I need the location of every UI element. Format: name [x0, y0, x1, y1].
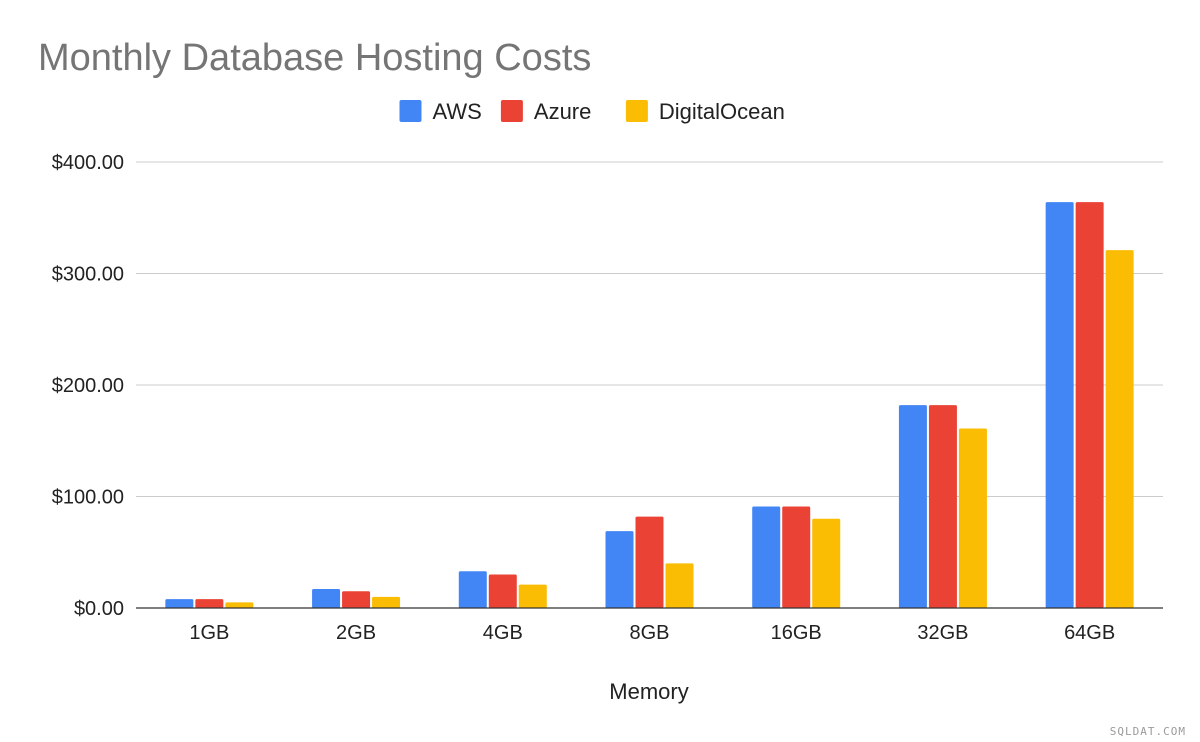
- x-tick-label: 2GB: [336, 622, 376, 644]
- y-tick-label: $100.00: [52, 487, 124, 509]
- y-tick-label: $200.00: [52, 375, 124, 397]
- chart-title: Monthly Database Hosting Costs: [38, 37, 591, 79]
- bar-digitalocean-1gb: [225, 602, 254, 608]
- y-tick-label: $300.00: [52, 264, 124, 286]
- bar-digitalocean-8gb: [665, 563, 694, 608]
- legend-swatch-aws: [399, 100, 422, 122]
- legend-label-aws: AWS: [433, 99, 482, 124]
- bar-azure-1gb: [195, 599, 224, 608]
- bar-aws-1gb: [165, 599, 194, 608]
- bar-azure-64gb: [1075, 202, 1104, 608]
- legend-label-azure: Azure: [534, 99, 591, 124]
- bar-azure-4gb: [488, 574, 517, 608]
- legend-label-digitalocean: DigitalOcean: [659, 99, 785, 124]
- bar-aws-32gb: [898, 405, 927, 608]
- y-axis-ticks: $0.00 $100.00 $200.00 $300.00 $400.00: [52, 152, 124, 620]
- x-tick-label: 32GB: [917, 622, 968, 644]
- x-axis-title: Memory: [609, 679, 688, 704]
- watermark: SQLDAT.COM: [1110, 725, 1186, 738]
- bar-aws-16gb: [752, 506, 781, 608]
- legend-swatch-digitalocean: [625, 100, 648, 122]
- bar-digitalocean-2gb: [372, 596, 401, 608]
- bar-digitalocean-64gb: [1105, 250, 1134, 608]
- x-axis-ticks: 1GB 2GB 4GB 8GB 16GB 32GB 64GB: [189, 622, 1115, 644]
- bar-aws-4gb: [458, 571, 487, 608]
- bar-azure-16gb: [782, 506, 811, 608]
- bar-digitalocean-32gb: [958, 428, 987, 608]
- bars: [165, 202, 1134, 608]
- bar-azure-8gb: [635, 516, 664, 608]
- bar-azure-32gb: [928, 405, 957, 608]
- bar-azure-2gb: [342, 591, 371, 608]
- x-tick-label: 64GB: [1064, 622, 1115, 644]
- y-tick-label: $0.00: [74, 598, 124, 620]
- x-tick-label: 4GB: [483, 622, 523, 644]
- x-tick-label: 8GB: [629, 622, 669, 644]
- bar-aws-8gb: [605, 531, 634, 608]
- x-tick-label: 16GB: [771, 622, 822, 644]
- bar-digitalocean-4gb: [518, 584, 547, 608]
- bar-aws-64gb: [1045, 202, 1074, 608]
- x-tick-label: 1GB: [189, 622, 229, 644]
- legend: AWS Azure DigitalOcean: [399, 99, 785, 124]
- bar-aws-2gb: [312, 589, 341, 608]
- gridlines: [136, 161, 1163, 497]
- legend-swatch-azure: [500, 100, 523, 122]
- y-tick-label: $400.00: [52, 152, 124, 174]
- bar-digitalocean-16gb: [812, 518, 841, 608]
